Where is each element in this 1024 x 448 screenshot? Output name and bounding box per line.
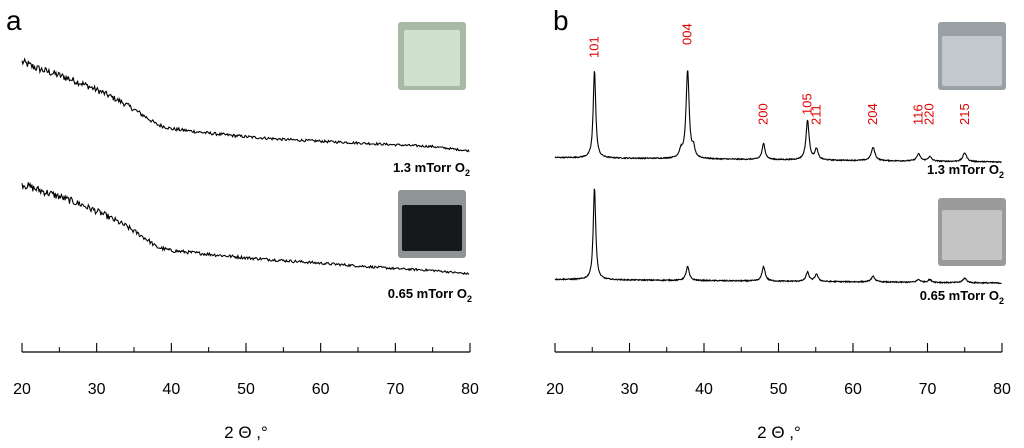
peak-label-004: 004 (680, 23, 695, 45)
peak-label-220: 220 (922, 103, 937, 125)
panel-a-tick-label: 50 (237, 381, 255, 398)
panel-b-trace-1 (554, 70, 1002, 164)
peak-label-105: 105 (800, 93, 815, 115)
peak-label-116: 116 (911, 104, 926, 125)
panel-a-tick-label: 70 (386, 381, 404, 398)
sample-photo-0-65-mtorr (398, 190, 466, 258)
panel-b-series-1-label: 1.3 mTorr O2 (927, 162, 1004, 180)
panel-b-traces (554, 70, 1002, 285)
panel-b-tick-label: 70 (919, 381, 937, 398)
panel-a: a 1.3 mTorr O2 0.65 mTorr O2 20 30 40 50 60 7… (6, 5, 479, 442)
panel-b-ticks: 20 30 40 50 60 70 80 (546, 343, 1011, 398)
panel-a-tick-label: 80 (461, 381, 479, 398)
panel-a-ticks: 20 30 40 50 60 70 80 (13, 343, 479, 398)
peak-label-204: 204 (865, 103, 880, 125)
panel-a-x-axis-title: 2 Θ ,° (224, 423, 268, 442)
panel-a-trace-1 (21, 57, 470, 153)
panel-a-letter: a (6, 5, 22, 36)
panel-b-trace-2 (554, 188, 1002, 285)
panel-b-tick-label: 60 (844, 381, 862, 398)
panel-a-tick-label: 60 (312, 381, 330, 398)
panel-b-tick-label: 80 (993, 381, 1011, 398)
sample-photo-b-0-65-mtorr (938, 198, 1006, 266)
panel-a-traces (21, 57, 470, 276)
panel-a-tick-label: 30 (88, 381, 106, 398)
sample-photo-1-3-mtorr (398, 22, 466, 90)
panel-a-series-1-label: 1.3 mTorr O2 (393, 160, 470, 178)
peak-label-200: 200 (756, 103, 771, 125)
panel-b-tick-label: 30 (621, 381, 639, 398)
peak-label-211: 211 (808, 104, 823, 125)
panel-b-tick-label: 40 (695, 381, 713, 398)
panel-a-trace-2 (21, 182, 470, 276)
panel-b-tick-label: 20 (546, 381, 564, 398)
panel-b-x-axis-title: 2 Θ ,° (757, 423, 801, 442)
peak-label-101: 101 (586, 36, 601, 58)
panel-b-letter: b (553, 5, 569, 36)
panel-b-series-2-label: 0.65 mTorr O2 (920, 288, 1004, 306)
panel-b-tick-label: 50 (770, 381, 788, 398)
panel-a-series-2-label: 0.65 mTorr O2 (388, 286, 472, 304)
panel-a-tick-label: 20 (13, 381, 31, 398)
peak-label-215: 215 (957, 103, 972, 125)
panel-a-tick-label: 40 (162, 381, 180, 398)
sample-photo-b-1-3-mtorr (938, 22, 1006, 90)
